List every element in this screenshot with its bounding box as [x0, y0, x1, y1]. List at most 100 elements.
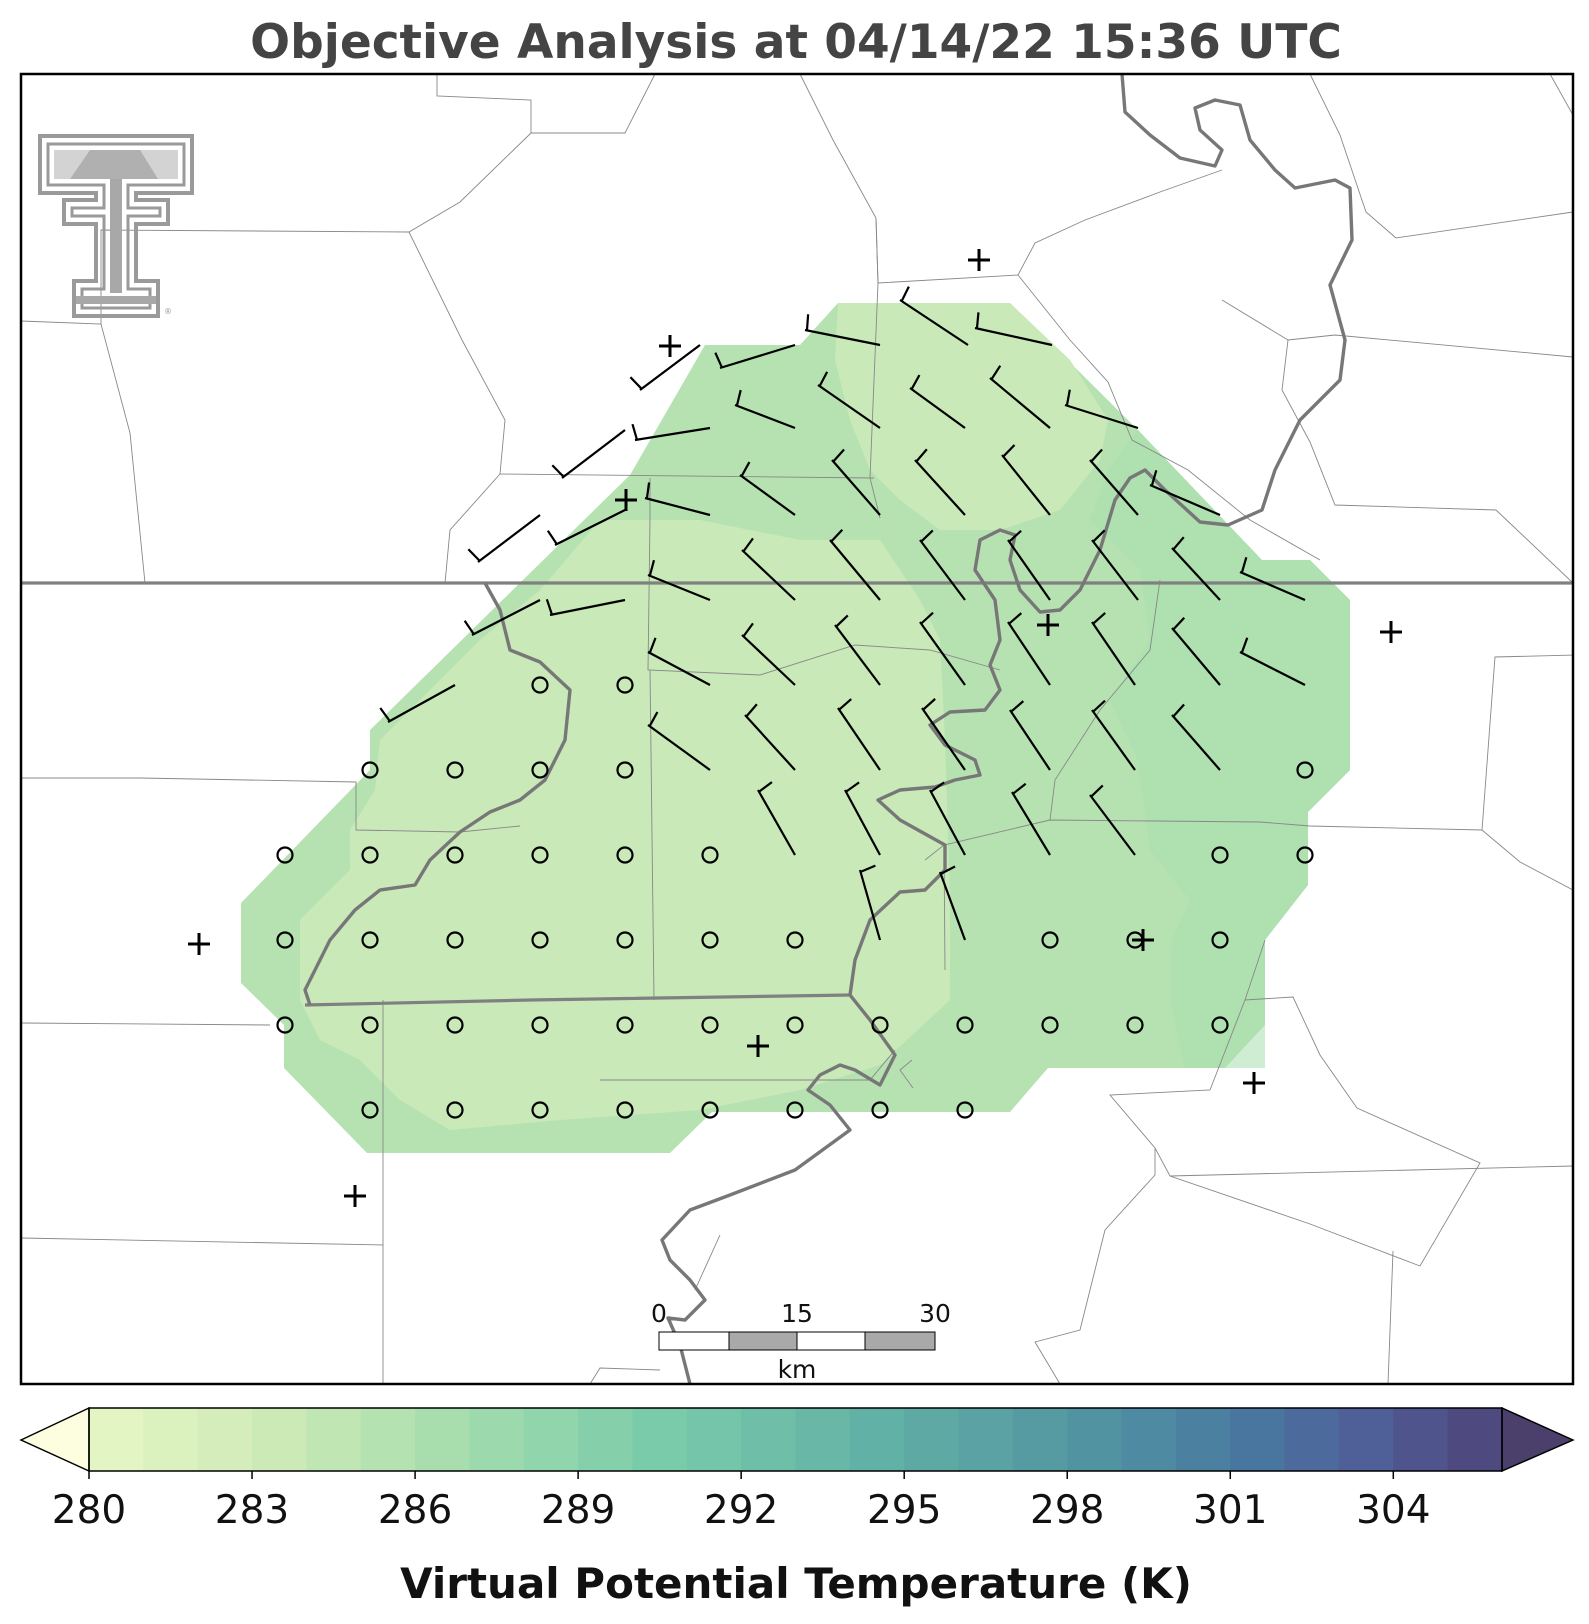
colorbar-cell	[306, 1408, 362, 1471]
state-boundaries	[21, 581, 1573, 1007]
calm-wind-circle	[1296, 846, 1314, 864]
colorbar-cell	[415, 1408, 471, 1471]
colorbar-cell	[1338, 1408, 1394, 1471]
calm-wind-circle	[956, 1101, 974, 1119]
river-west	[303, 582, 572, 1006]
wind-barb	[829, 529, 881, 601]
calm-wind-circle	[531, 761, 549, 779]
colorbar-cell	[904, 1408, 960, 1471]
colorbar-tick-label: 298	[1030, 1488, 1104, 1533]
calm-wind-markers	[276, 676, 1314, 1119]
wind-barb	[739, 461, 796, 516]
calm-wind-circle	[1211, 846, 1229, 864]
calm-wind-circle	[871, 1016, 889, 1034]
calm-wind-circle	[701, 846, 719, 864]
colorbar-cell	[89, 1408, 144, 1471]
station-marker	[659, 335, 681, 357]
colorbar-cell	[632, 1408, 688, 1471]
calm-wind-circle	[361, 761, 379, 779]
wind-barb	[834, 614, 881, 686]
state-line-south	[304, 993, 851, 1007]
calm-wind-circle	[361, 846, 379, 864]
calm-wind-circle	[701, 1016, 719, 1034]
station-marker	[747, 1035, 769, 1057]
contour-fill-warm-east	[1090, 430, 1350, 1068]
station-marker	[344, 1185, 366, 1207]
scale-label-0: 0	[651, 1299, 667, 1328]
calm-wind-circle	[701, 931, 719, 949]
calm-wind-circle	[531, 846, 549, 864]
colorbar-cell	[1230, 1408, 1286, 1471]
calm-wind-circle	[616, 676, 634, 694]
calm-wind-circle	[1211, 1016, 1229, 1034]
wind-barb	[844, 781, 881, 856]
wind-barb	[837, 698, 881, 771]
map-title: Objective Analysis at 04/14/22 15:36 UTC	[250, 15, 1342, 70]
wind-barb	[467, 514, 541, 563]
calm-wind-circle	[701, 1101, 719, 1119]
colorbar-cell	[958, 1408, 1014, 1471]
wind-barb	[817, 371, 881, 429]
wind-barb	[1239, 556, 1306, 602]
colorbar-label: Virtual Potential Temperature (K)	[400, 1559, 1192, 1608]
colorbar-frame	[88, 1407, 1503, 1472]
wind-barb	[1089, 784, 1136, 856]
calm-wind-circle	[616, 1101, 634, 1119]
calm-wind-circle	[616, 931, 634, 949]
wind-barb	[921, 698, 966, 771]
colorbar-cell	[143, 1408, 199, 1471]
wind-barb	[1011, 782, 1051, 856]
wind-barb	[1149, 469, 1221, 517]
wind-barb	[741, 537, 796, 601]
wind-barb	[919, 611, 966, 686]
colorbar-cell	[1012, 1408, 1068, 1471]
county-boundaries	[21, 74, 1573, 1384]
wind-barb	[546, 509, 626, 546]
wind-barb	[714, 343, 796, 370]
svg-text:®: ®	[164, 307, 172, 316]
colorbar-cell	[578, 1408, 634, 1471]
wind-barb	[974, 312, 1053, 347]
calm-wind-circle	[361, 1016, 379, 1034]
colorbar-cell	[1175, 1408, 1231, 1471]
colorbar-ticks: 280 283 286 289 292 295 298 301 304	[52, 1471, 1431, 1533]
colorbar-cell	[686, 1408, 742, 1471]
colorbar-cell	[849, 1408, 905, 1471]
wind-barb	[1171, 536, 1221, 601]
colorbar-cell	[523, 1408, 579, 1471]
colorbar: 280 283 286 289 292 295 298 301 304 Virtual Pote…	[19, 1406, 1575, 1608]
wind-barb	[1009, 700, 1051, 771]
colorbar-cell	[252, 1408, 307, 1471]
colorbar-cell	[1447, 1408, 1503, 1471]
wind-barb	[1171, 703, 1221, 771]
colorbar-cells	[89, 1408, 1503, 1471]
station-marker	[968, 249, 990, 271]
station-marker	[1380, 621, 1402, 643]
wind-barb	[463, 599, 541, 636]
wind-barb	[741, 622, 796, 686]
wind-barb	[831, 448, 881, 516]
calm-wind-circle	[531, 1016, 549, 1034]
calm-wind-circle	[446, 1016, 464, 1034]
station-markers	[188, 249, 1402, 1207]
station-marker	[1132, 929, 1154, 951]
wind-barb	[647, 637, 711, 686]
calm-wind-circle	[446, 931, 464, 949]
wind-barbs	[379, 286, 1306, 941]
wind-barb	[1239, 637, 1306, 686]
calm-wind-circle	[276, 931, 294, 949]
wind-barb	[647, 711, 711, 771]
station-marker	[1243, 1072, 1265, 1094]
calm-wind-circle	[446, 846, 464, 864]
wind-barb	[647, 559, 711, 602]
scale-label-30: 30	[919, 1299, 951, 1328]
colorbar-cell	[1284, 1408, 1340, 1471]
wind-barb	[909, 374, 966, 429]
rivers	[303, 74, 1354, 1384]
colorbar-cell	[795, 1408, 851, 1471]
wind-barb	[629, 344, 701, 391]
colorbar-cell	[469, 1408, 525, 1471]
wind-barb	[938, 865, 967, 941]
map-panel: ® 0 15 30 km	[19, 72, 1575, 1386]
